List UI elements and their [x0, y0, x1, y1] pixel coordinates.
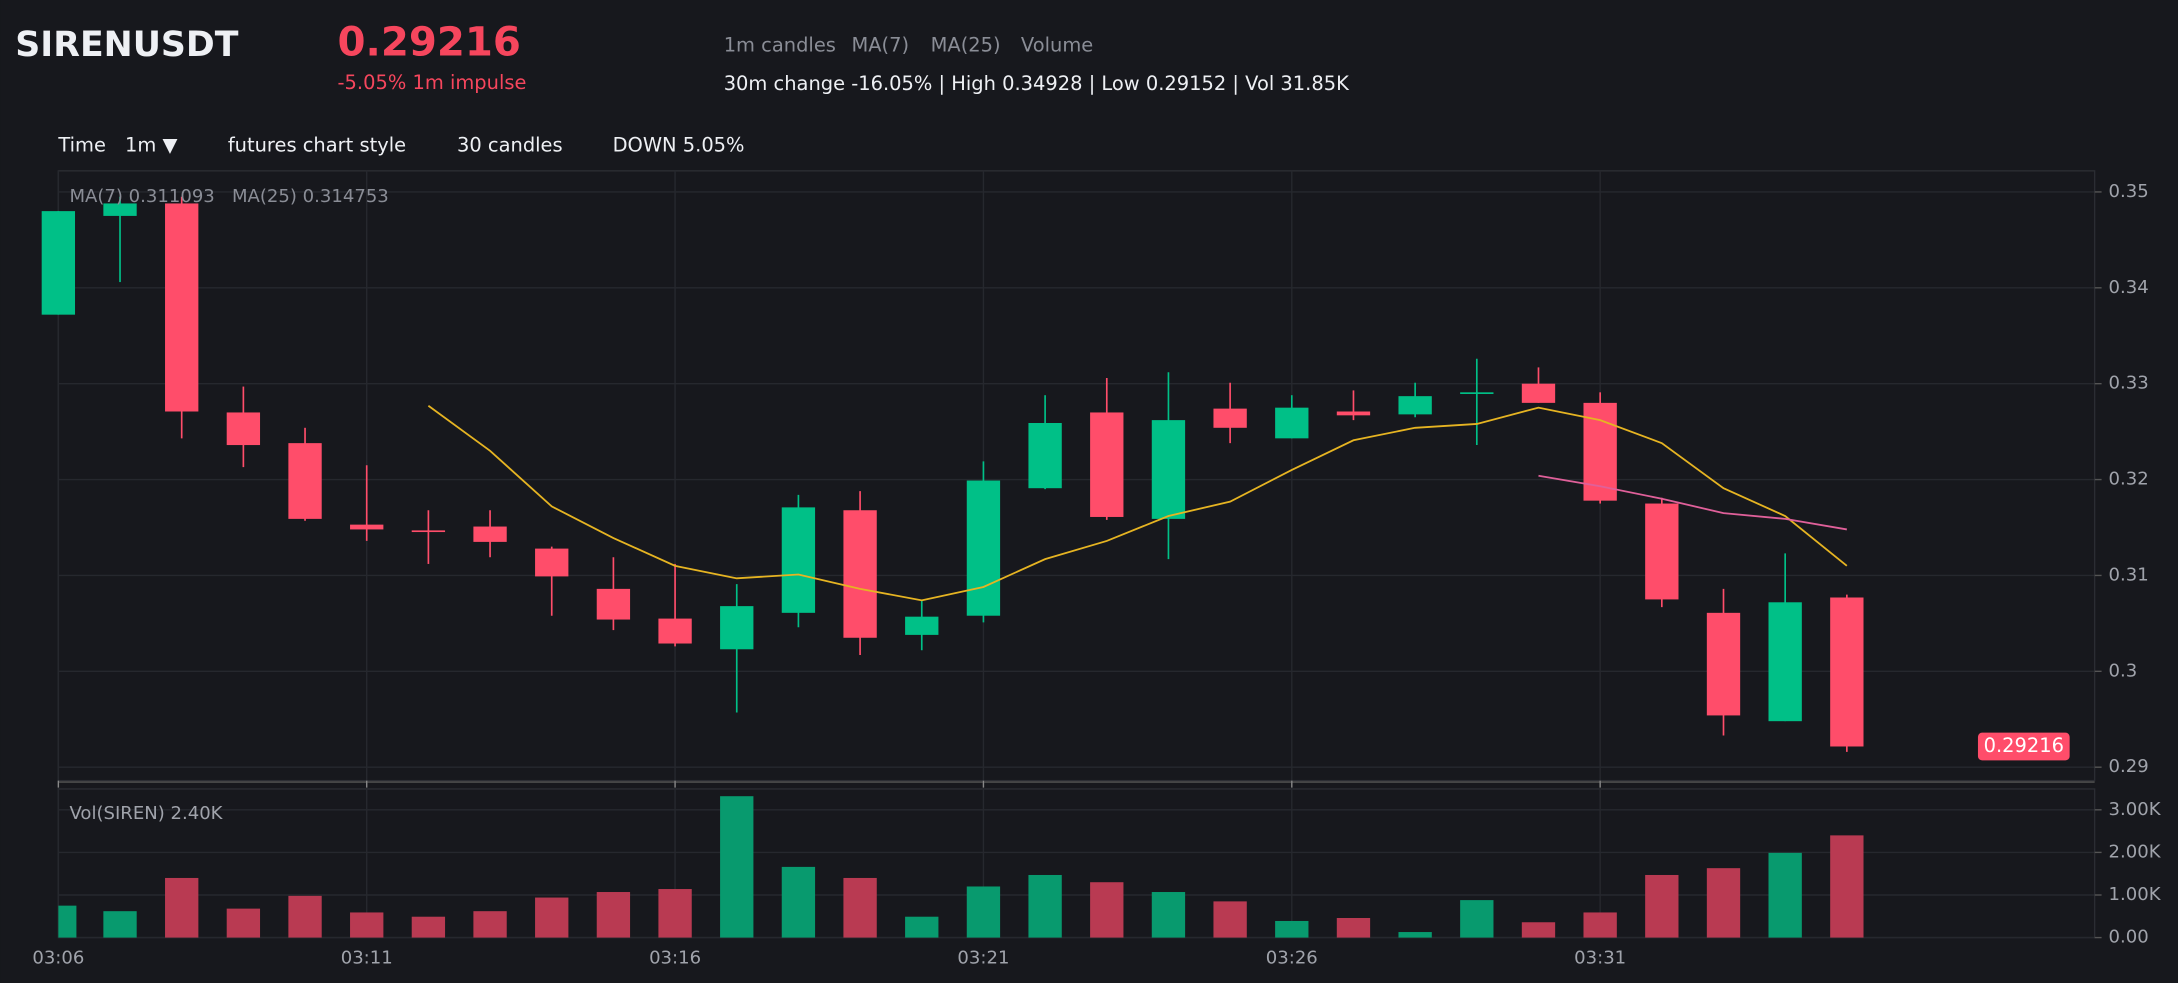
last-price: 0.29216	[338, 19, 521, 65]
volume-bar	[966, 886, 1001, 938]
candle-body	[103, 203, 137, 216]
interval[interactable]: 1m ▼	[125, 133, 177, 156]
y-tick-label: 0.32	[2109, 469, 2149, 490]
volume-bar	[1213, 901, 1247, 938]
y-tick-label: 0.00	[2109, 927, 2149, 948]
candle-body	[1028, 423, 1062, 489]
volume-bar	[103, 911, 137, 938]
x-tick-label: 03:06	[32, 947, 84, 968]
symbol: SIRENUSDT	[15, 25, 238, 65]
x-tick-label: 03:16	[649, 947, 701, 968]
candle-body	[165, 203, 199, 412]
y-tick-label: 0.34	[2109, 277, 2149, 298]
legend-volume: Volume	[1021, 33, 1093, 56]
price-tag: 0.29216	[1984, 734, 2064, 757]
candle-body	[1706, 612, 1741, 716]
volume-bar	[1151, 892, 1186, 938]
candle-body	[1398, 396, 1432, 415]
candle-body	[350, 524, 384, 530]
x-tick-label: 03:31	[1574, 947, 1626, 968]
volume-bar	[350, 912, 384, 938]
candle-body	[535, 548, 569, 577]
candle-body	[1460, 392, 1494, 394]
candle-body	[1151, 420, 1186, 519]
volume-bar	[1645, 874, 1679, 938]
volume-bar	[165, 877, 199, 938]
volume-bar	[226, 908, 261, 938]
volume-bar	[781, 866, 816, 938]
volume-bar	[1706, 868, 1741, 938]
candle-body	[1090, 412, 1124, 517]
candle-body	[905, 616, 939, 635]
y-tick-label: 3.00K	[2109, 799, 2162, 820]
volume-bar	[1521, 922, 1556, 938]
y-tick-label: 1.00K	[2109, 884, 2162, 905]
volume-bar	[411, 916, 446, 938]
price-tag-bg	[1977, 732, 2070, 761]
candle-body	[226, 412, 261, 446]
candle-body	[966, 480, 1001, 616]
ma-line	[1538, 474, 1847, 531]
y-tick-label: 0.29	[2109, 756, 2149, 777]
volume-bar	[1830, 835, 1864, 938]
candle-body	[843, 510, 877, 638]
x-tick-label: 03:26	[1266, 947, 1318, 968]
candle-body	[1768, 602, 1802, 722]
candle-body	[1830, 597, 1864, 747]
y-tick-label: 0.33	[2109, 373, 2149, 394]
y-tick-label: 0.31	[2109, 564, 2149, 585]
candle-body	[288, 443, 322, 519]
candle-body	[596, 588, 631, 620]
volume-bar	[658, 889, 692, 938]
x-tick-label: 03:21	[957, 947, 1009, 968]
volume-bar	[1336, 917, 1371, 938]
ma-line	[427, 405, 1848, 602]
candle-body	[1521, 383, 1556, 403]
volume-bar	[905, 916, 939, 938]
volume-bar	[535, 897, 569, 938]
volume-bar	[1398, 932, 1432, 938]
volume-bar	[58, 905, 77, 938]
style[interactable]: futures chart style	[228, 133, 406, 156]
candle-body	[411, 530, 446, 533]
volume-bar	[473, 911, 507, 938]
volume-bar	[720, 796, 754, 938]
candle-body	[1213, 408, 1247, 428]
candle-body	[658, 618, 692, 644]
candle-body	[720, 606, 754, 650]
volume-label: Vol(SIREN) 2.40K	[69, 803, 223, 824]
volume-bar	[596, 892, 631, 938]
volume-bar	[1768, 852, 1802, 938]
volume-bar	[1090, 882, 1124, 938]
volume-bar	[843, 877, 877, 938]
x-tick-label: 03:11	[341, 947, 393, 968]
y-tick-label: 2.00K	[2109, 841, 2162, 862]
impulse: -5.05% 1m impulse	[338, 71, 527, 94]
volume-bar	[1028, 874, 1062, 938]
candle-body	[781, 507, 816, 613]
candle-body	[1336, 411, 1371, 416]
candle-body	[1645, 503, 1679, 600]
legend-ma25: MA(25)	[931, 33, 1001, 56]
legend-candles: 1m candles	[724, 33, 836, 56]
volume-bar	[288, 895, 322, 938]
volume-bar	[1275, 920, 1309, 938]
candle-body	[1275, 407, 1309, 439]
candle-count: 30 candles	[457, 133, 563, 156]
volume-bar	[1583, 912, 1617, 938]
ma-label: MA(7) 0.311093	[69, 186, 214, 207]
ma-label: MA(25) 0.314753	[232, 186, 389, 207]
candle-body	[473, 526, 507, 542]
legend-ma7: MA(7)	[851, 33, 909, 56]
stats: 30m change -16.05% | High 0.34928 | Low …	[724, 72, 1350, 95]
candle-body	[41, 211, 76, 315]
y-tick-label: 0.3	[2109, 660, 2138, 681]
volume-bar	[1460, 900, 1494, 938]
direction: DOWN 5.05%	[613, 133, 745, 156]
y-tick-label: 0.35	[2109, 181, 2149, 202]
time-label: Time	[57, 133, 106, 156]
